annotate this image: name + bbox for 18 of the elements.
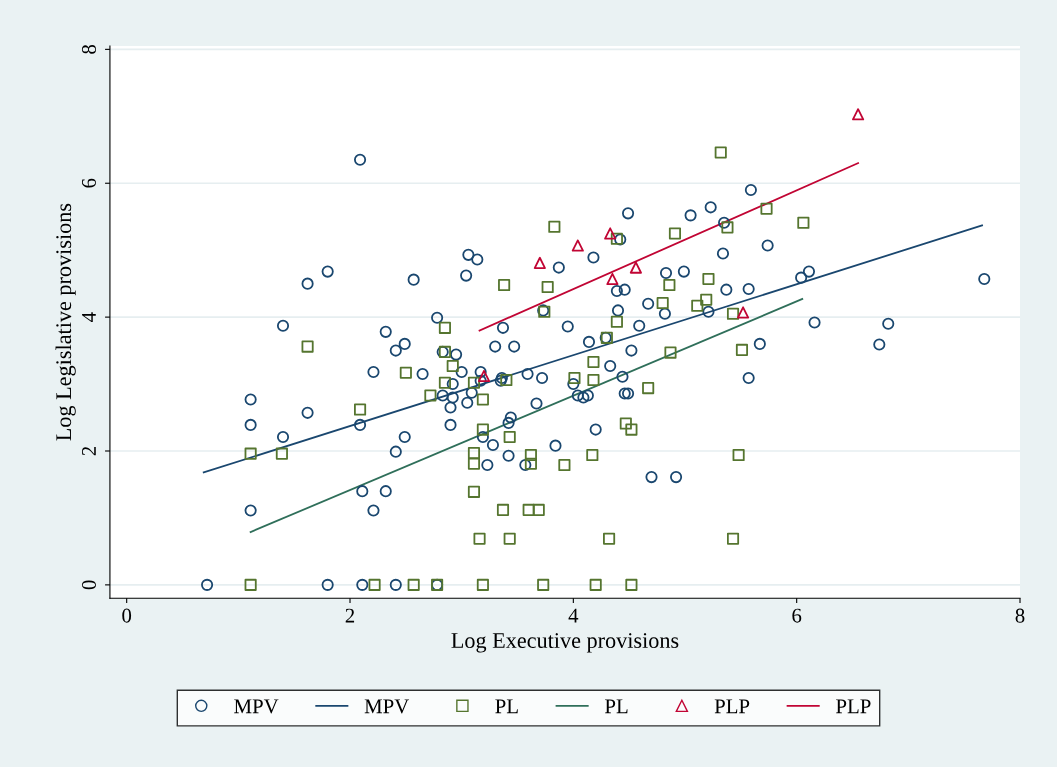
legend-label: PLP: [836, 699, 871, 714]
x-tick-label: 8: [1015, 608, 1025, 623]
y-tick-label: 6: [81, 178, 96, 188]
y-tick-label: 0: [81, 580, 96, 590]
legend-label: MPV: [234, 699, 279, 714]
x-tick-label: 0: [122, 608, 132, 623]
x-tick-label: 2: [345, 608, 355, 623]
x-axis-title: Log Executive provisions: [451, 633, 679, 653]
y-tick-label: 8: [81, 44, 96, 54]
legend-label: MPV: [364, 699, 410, 714]
legend-label: PL: [495, 699, 518, 714]
x-tick-label: 6: [792, 608, 802, 623]
legend-label: PL: [605, 699, 628, 714]
y-tick-label: 2: [81, 446, 96, 456]
y-axis-title: Log Legislative provisions: [55, 203, 76, 441]
x-tick-label: 4: [568, 608, 579, 623]
legend-label: PLP: [714, 699, 750, 714]
y-tick-label: 4: [82, 312, 96, 322]
